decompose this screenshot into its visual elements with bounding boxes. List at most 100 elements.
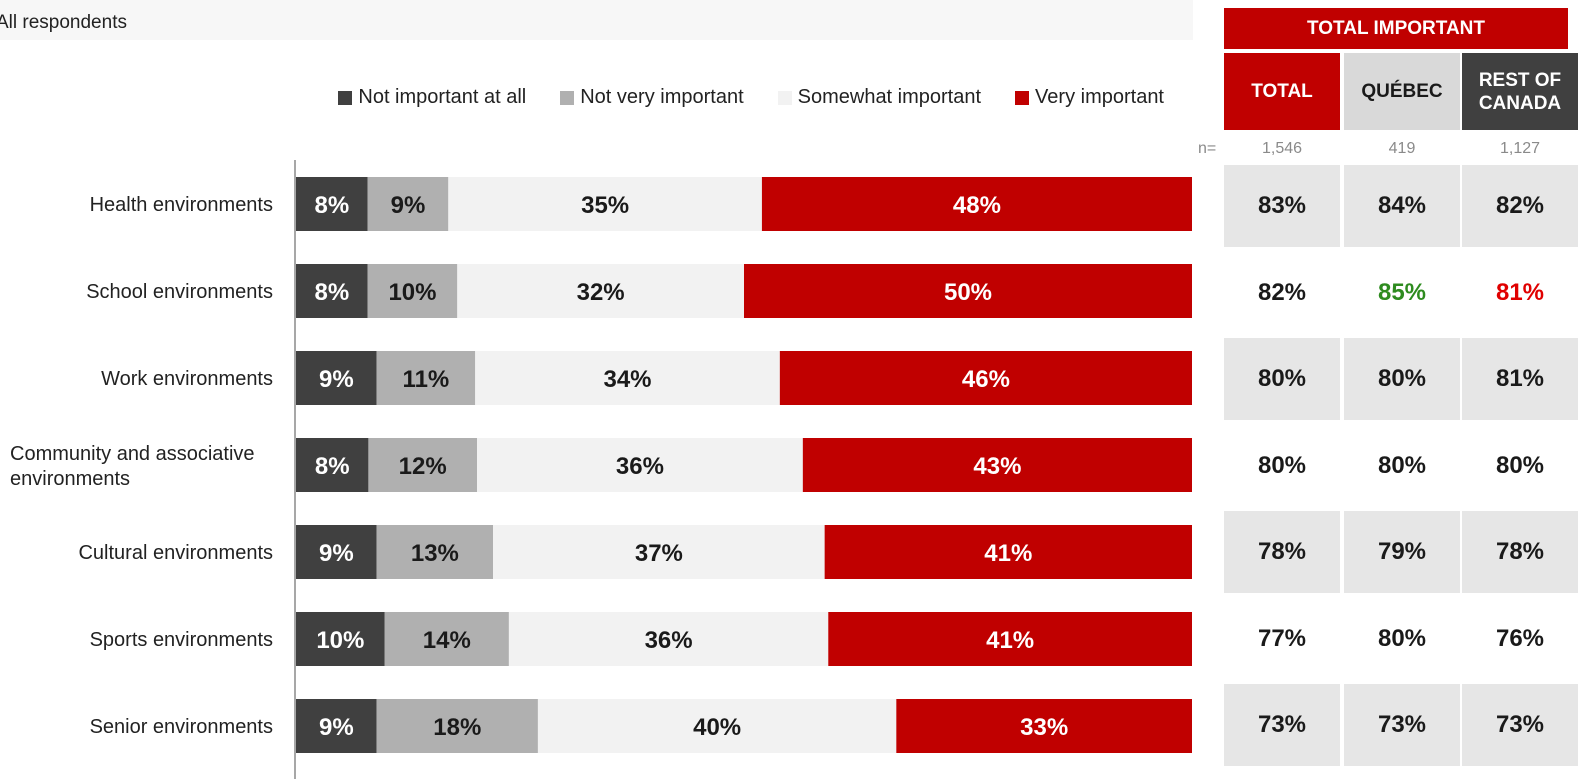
- table-cell-quebec: 80%: [1377, 624, 1427, 652]
- bar-value-label: 36%: [616, 453, 664, 480]
- subtitle-bar: [0, 0, 1193, 40]
- table-cell-quebec: 85%: [1377, 278, 1427, 306]
- stacked-bar-chart: Health environments 8% 9% 35% 48% School envi…: [10, 160, 1192, 779]
- table-cell-total: 77%: [1257, 624, 1307, 652]
- table-cell-rest-of-canada: 81%: [1462, 338, 1578, 420]
- category-label: Health environments: [90, 194, 273, 216]
- bar-segment-somewhat: [457, 264, 744, 318]
- bar-value-label: 41%: [984, 540, 1032, 567]
- bar-value-label: 10%: [388, 279, 436, 306]
- bar-value-label: 32%: [577, 279, 625, 306]
- legend-label: Somewhat important: [797, 86, 982, 108]
- bar-segment-not-very: [376, 525, 494, 579]
- table-cell-quebec: 84%: [1344, 165, 1460, 247]
- bar-segment-very: [761, 177, 1192, 231]
- bar-segment-somewhat: [448, 177, 762, 231]
- table-cell-total: 83%: [1224, 165, 1340, 247]
- category-label: Senior environments: [90, 716, 273, 738]
- bar-value-label: 33%: [1020, 714, 1068, 741]
- bar-segment-not-very: [376, 699, 538, 753]
- legend-item-not-very: Not very important: [560, 86, 744, 109]
- bar-value-label: 34%: [603, 366, 651, 393]
- category-label: Work environments: [101, 368, 273, 390]
- bar-value-label: 43%: [973, 453, 1021, 480]
- legend-label: Very important: [1035, 86, 1164, 108]
- bar-segment-very: [896, 699, 1192, 753]
- bar-segment-not-at-all: [296, 699, 377, 753]
- bar-value-label: 8%: [314, 192, 349, 219]
- bar-value-label: 41%: [986, 627, 1034, 654]
- bar-segment-not-at-all: [296, 264, 368, 318]
- bar-segment-not-very: [368, 438, 478, 492]
- table-cell-quebec: 80%: [1377, 451, 1427, 479]
- bar-value-label: 13%: [411, 540, 459, 567]
- bar-segment-not-very: [367, 177, 449, 231]
- legend-swatch: [338, 90, 353, 105]
- bar-value-label: 37%: [635, 540, 683, 567]
- bar-segment-not-at-all: [296, 438, 369, 492]
- bar-value-label: 50%: [944, 279, 992, 306]
- table-cell-total: 80%: [1224, 338, 1340, 420]
- table-cell-total: 80%: [1257, 451, 1307, 479]
- category-label: Sports environments: [90, 629, 273, 651]
- bar-value-label: 46%: [962, 366, 1010, 393]
- bar-value-label: 12%: [399, 453, 447, 480]
- bar-segment-not-at-all: [296, 351, 377, 405]
- bar-segment-very: [828, 612, 1192, 666]
- category-label: Community and associative environments: [10, 443, 255, 490]
- table-cell-rest-of-canada: 73%: [1462, 684, 1578, 766]
- bar-value-label: 48%: [953, 192, 1001, 219]
- bar-segment-somewhat: [477, 438, 803, 492]
- legend-swatch: [1015, 90, 1030, 105]
- column-header-quebec: QUÉBEC: [1344, 53, 1460, 130]
- sample-size-quebec: 419: [1388, 140, 1416, 157]
- legend-label: Not important at all: [358, 86, 527, 108]
- bar-value-label: 8%: [314, 279, 349, 306]
- legend-item-very: Very important: [1015, 86, 1164, 109]
- table-cell-quebec: 80%: [1344, 338, 1460, 420]
- bar-segment-very: [744, 264, 1192, 318]
- bar-value-label: 9%: [391, 192, 426, 219]
- category-label: School environments: [86, 281, 273, 303]
- bar-value-label: 10%: [316, 627, 364, 654]
- bar-segment-not-at-all: [296, 525, 377, 579]
- table-cell-total: 73%: [1224, 684, 1340, 766]
- table-cell-rest-of-canada: 78%: [1462, 511, 1578, 593]
- table-cell-total: 78%: [1224, 511, 1340, 593]
- table-cell-quebec: 73%: [1344, 684, 1460, 766]
- table-cell-rest-of-canada: 82%: [1462, 165, 1578, 247]
- bar-value-label: 11%: [403, 366, 450, 393]
- sample-size-rest-of-canada: 1,127: [1499, 140, 1541, 157]
- bar-segment-not-very: [367, 264, 458, 318]
- bar-value-label: 9%: [319, 366, 354, 393]
- bar-segment-not-at-all: [296, 177, 368, 231]
- legend-item-somewhat: Somewhat important: [777, 86, 982, 109]
- table-cell-rest-of-canada: 80%: [1495, 451, 1545, 479]
- table-title: TOTAL IMPORTANT: [1224, 8, 1568, 49]
- legend-swatch: [560, 90, 575, 105]
- table-cell-rest-of-canada: 76%: [1495, 624, 1545, 652]
- bar-value-label: 9%: [319, 714, 354, 741]
- table-cell-rest-of-canada: 81%: [1495, 278, 1545, 306]
- bar-value-label: 9%: [319, 540, 354, 567]
- bar-segment-very: [802, 438, 1192, 492]
- bar-segment-very: [779, 351, 1192, 405]
- bar-segment-somewhat: [475, 351, 780, 405]
- legend: Not important at all Not very important So…: [338, 86, 1164, 109]
- table-cell-quebec: 79%: [1344, 511, 1460, 593]
- legend-label: Not very important: [580, 86, 744, 108]
- legend-item-not-at-all: Not important at all: [338, 86, 526, 109]
- bar-value-label: 35%: [581, 192, 629, 219]
- sample-size-total: 1,546: [1261, 140, 1303, 157]
- bar-segment-somewhat: [493, 525, 825, 579]
- bar-segment-somewhat: [508, 612, 829, 666]
- table-cell-total: 82%: [1257, 278, 1307, 306]
- bar-segment-not-at-all: [296, 612, 385, 666]
- bar-segment-very: [824, 525, 1192, 579]
- n-label: n=: [1198, 140, 1217, 157]
- bar-segment-not-very: [376, 351, 476, 405]
- column-header-rest-of-canada: REST OF CANADA: [1462, 53, 1578, 130]
- legend-swatch: [777, 90, 792, 105]
- bar-segment-not-very: [384, 612, 509, 666]
- category-label: Cultural environments: [78, 542, 273, 564]
